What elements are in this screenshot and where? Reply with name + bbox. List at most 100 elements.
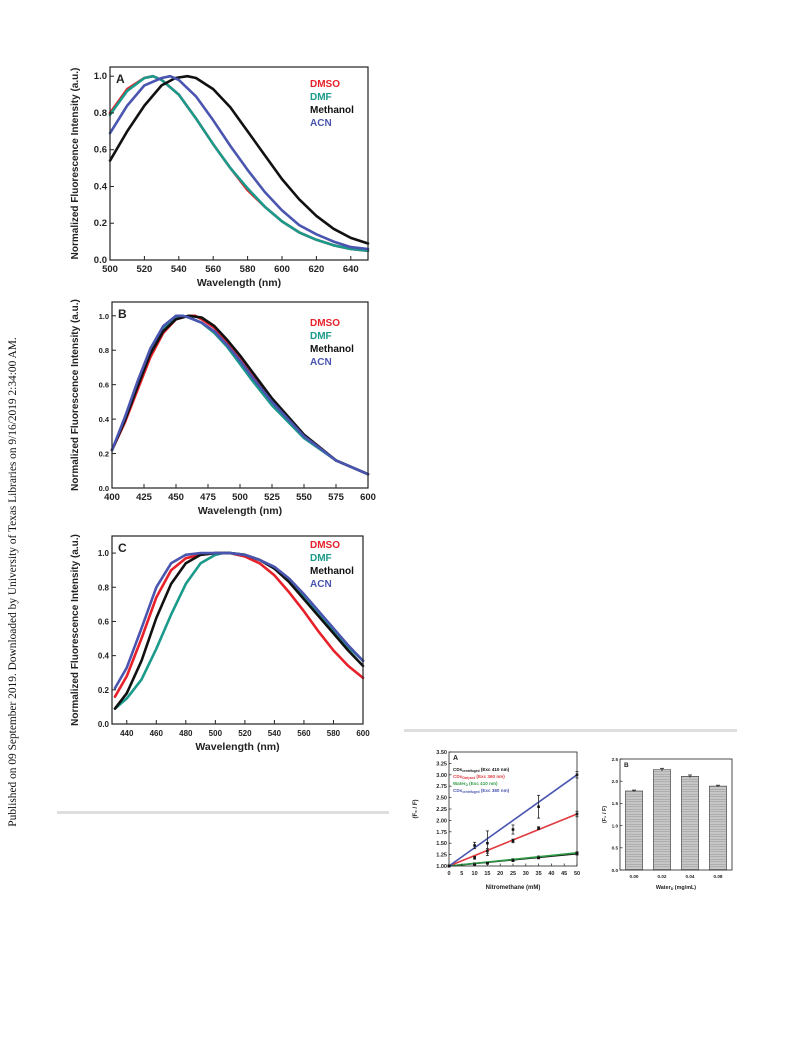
x-tick-label: 560 xyxy=(205,264,221,275)
data-point xyxy=(473,856,476,860)
x-tick-label: 425 xyxy=(136,492,153,503)
y-tick-label: 2.0 xyxy=(612,779,619,784)
spectra-panel-c: 440 460 480 500 520 540 560 580 600 0.0 0.2 0.4 0.6 0… xyxy=(70,534,370,753)
x-tick-label: 15 xyxy=(484,871,490,877)
data-point xyxy=(511,859,515,862)
x-tick-label: 500 xyxy=(232,492,248,503)
legend-entry: CDscentrifuged (Exc 410 nm) xyxy=(453,767,510,773)
x-tick-label: 600 xyxy=(360,492,376,503)
x-tick-label: 25 xyxy=(510,871,516,877)
y-tick-label: 1.75 xyxy=(436,830,447,836)
legend-entry-acn: ACN xyxy=(310,357,332,368)
plot-frame xyxy=(109,66,369,261)
x-tick-label: 525 xyxy=(264,492,281,503)
y-tick-label: 1.25 xyxy=(436,853,447,859)
x-tick-label: 475 xyxy=(200,492,217,503)
panel-label: B xyxy=(118,307,127,321)
download-notice: Published on 09 September 2019. Download… xyxy=(6,0,20,1039)
x-tick-label: 575 xyxy=(328,492,345,503)
y-tick-label: 1.0 xyxy=(98,549,110,558)
x-tick-label: 560 xyxy=(297,729,311,738)
series-line-acn xyxy=(113,551,365,690)
y-tick-label: 0.8 xyxy=(94,108,107,119)
x-tick-label: 0.04 xyxy=(686,874,695,879)
data-point xyxy=(486,841,489,845)
bar-0.00 xyxy=(625,790,643,871)
y-tick-label: 0.0 xyxy=(94,255,107,266)
x-tick-label: 10 xyxy=(472,871,478,877)
x-tick-label: 35 xyxy=(536,871,542,877)
x-axis-label: Nitromethane (mM) xyxy=(486,885,541,891)
y-tick-label: 2.25 xyxy=(436,807,447,813)
y-tick-label: 2.00 xyxy=(436,818,447,824)
x-axis-label: WaterD (mg/mL) xyxy=(656,885,696,891)
x-tick-label: 540 xyxy=(268,729,282,738)
data-point xyxy=(486,861,489,865)
y-tick-label: 0.4 xyxy=(94,181,108,192)
x-tick-label: 520 xyxy=(238,729,252,738)
y-axis-label: Normalized Fluorescence Intensity (a.u.) xyxy=(70,299,81,491)
divider-left xyxy=(57,811,389,814)
legend-entry-dmso: DMSO xyxy=(310,540,340,551)
series-line-methanol xyxy=(108,74,370,245)
x-tick-label: 620 xyxy=(308,264,324,275)
legend-entry-acn: ACN xyxy=(310,118,332,129)
legend-entry-methanol: Methanol xyxy=(310,105,354,116)
panel-label: A xyxy=(116,72,125,86)
x-tick-label: 500 xyxy=(102,264,118,275)
y-tick-label: 0.6 xyxy=(99,381,109,390)
y-tick-label: 0.6 xyxy=(94,145,107,156)
y-tick-label: 0.4 xyxy=(99,415,110,424)
y-tick-label: 0.2 xyxy=(94,218,107,229)
y-tick-label: 0.8 xyxy=(99,346,109,355)
panel-label: C xyxy=(118,541,127,555)
x-tick-label: 520 xyxy=(136,264,152,275)
legend-entry-dmf: DMF xyxy=(310,331,332,342)
download-notice-text: Published on 09 September 2019. Download… xyxy=(7,337,19,827)
series-line-dmf xyxy=(108,74,370,253)
data-point xyxy=(511,828,515,831)
y-axis-label: Normalized Fluorescence Intensity (a.u.) xyxy=(70,534,81,726)
y-axis-label: (F₀ / F) xyxy=(413,799,419,818)
plot-frame xyxy=(111,301,369,489)
legend-entry-dmso: DMSO xyxy=(310,79,340,90)
legend-entry: CDsDialyzed (Exc 360 nm) xyxy=(453,774,505,780)
plot-frame xyxy=(619,758,733,871)
x-tick-label: 0.02 xyxy=(658,874,667,879)
y-axis-label: Normalized Fluorescence Intensity (a.u.) xyxy=(70,68,81,260)
panel-label: B xyxy=(624,762,629,769)
legend-entry-dmso: DMSO xyxy=(310,318,340,329)
x-tick-label: 600 xyxy=(356,729,370,738)
y-tick-label: 1.50 xyxy=(436,841,447,847)
y-tick-label: 3.00 xyxy=(436,773,447,779)
y-tick-label: 1.0 xyxy=(612,823,619,828)
legend-entry-methanol: Methanol xyxy=(310,566,354,577)
x-tick-label: 5 xyxy=(460,871,463,877)
x-tick-label: 580 xyxy=(240,264,256,275)
bar-0.02 xyxy=(653,769,671,871)
water-bar-chart: 0.00 0.02 0.04 0.08 0.0 0.5 1.0 1.5 2.0 2.5 WaterD… xyxy=(602,757,733,891)
y-tick-label: 0.0 xyxy=(612,868,619,873)
series-line-acn xyxy=(108,74,370,251)
y-tick-label: 0.8 xyxy=(98,583,110,592)
x-axis-label: Wavelength (nm) xyxy=(197,277,281,289)
y-tick-label: 0.2 xyxy=(98,686,110,695)
y-tick-label: 2.5 xyxy=(612,757,619,762)
data-point xyxy=(537,805,540,809)
x-tick-label: 40 xyxy=(548,871,554,877)
y-axis-label: (F₀ / F) xyxy=(602,806,608,823)
bar-0.08 xyxy=(709,785,727,871)
plot-frame xyxy=(111,535,364,725)
data-point xyxy=(473,844,476,847)
x-tick-label: 540 xyxy=(171,264,187,275)
x-axis-label: Wavelength (nm) xyxy=(198,505,282,517)
x-tick-label: 30 xyxy=(523,871,529,877)
x-tick-label: 600 xyxy=(274,264,290,275)
x-tick-label: 550 xyxy=(296,492,312,503)
legend-entry-dmf: DMF xyxy=(310,92,332,103)
y-tick-label: 0.4 xyxy=(98,652,110,661)
x-tick-label: 460 xyxy=(150,729,164,738)
x-tick-label: 400 xyxy=(104,492,120,503)
y-tick-label: 0.6 xyxy=(98,617,110,626)
data-point xyxy=(537,856,540,860)
